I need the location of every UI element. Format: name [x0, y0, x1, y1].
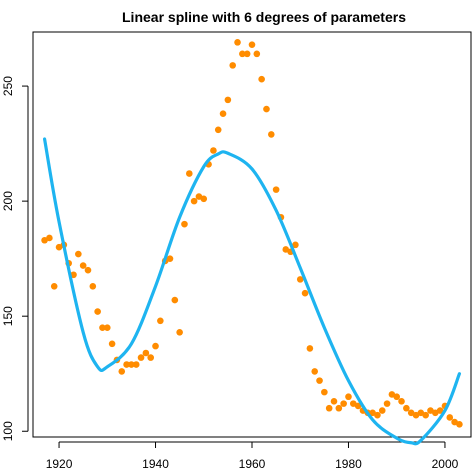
- data-point: [108, 340, 116, 348]
- data-point: [103, 324, 111, 331]
- data-point: [330, 398, 338, 405]
- data-point: [166, 255, 174, 262]
- data-point: [219, 110, 227, 117]
- x-axis: 1920 1940 1960 1980 2000: [46, 441, 459, 471]
- x-tick-label: 1980: [335, 457, 362, 471]
- data-point: [132, 361, 140, 368]
- data-point: [181, 220, 188, 228]
- data-point: [340, 400, 347, 407]
- y-axis: 100 150 200 250: [1, 76, 29, 441]
- x-tick-label: 1960: [239, 457, 266, 471]
- data-point: [99, 324, 106, 331]
- data-point: [301, 289, 309, 297]
- data-point: [456, 421, 463, 428]
- data-point: [422, 411, 429, 419]
- y-tick-label: 150: [1, 306, 15, 326]
- data-point: [142, 349, 150, 357]
- data-point: [94, 308, 101, 315]
- data-point: [50, 282, 58, 290]
- data-point: [398, 398, 405, 405]
- data-point: [378, 407, 386, 414]
- data-point: [210, 147, 217, 154]
- data-point: [79, 262, 87, 269]
- plot-area: [32, 31, 472, 438]
- data-point: [248, 41, 256, 48]
- data-point: [190, 197, 198, 205]
- data-point: [393, 393, 401, 401]
- data-point: [157, 317, 164, 325]
- data-point: [171, 296, 179, 304]
- data-point: [123, 361, 130, 368]
- data-point: [234, 39, 241, 46]
- data-point: [147, 354, 155, 361]
- data-point: [403, 404, 410, 412]
- spline-curve-layer: [42, 137, 462, 446]
- data-point: [185, 170, 193, 177]
- data-point: [263, 105, 270, 113]
- data-point: [345, 393, 352, 401]
- data-point: [354, 402, 362, 410]
- data-point: [214, 126, 222, 134]
- data-point: [292, 241, 299, 249]
- data-point: [383, 400, 391, 407]
- data-point: [224, 96, 232, 104]
- data-point: [272, 186, 280, 193]
- data-point: [75, 250, 82, 258]
- data-point: [118, 368, 126, 375]
- x-tick-label: 2000: [432, 457, 459, 471]
- x-tick-label: 1920: [46, 457, 73, 471]
- spline-curve: [42, 137, 462, 446]
- x-tick-label: 1940: [142, 457, 169, 471]
- data-point: [316, 377, 323, 384]
- data-point: [267, 131, 275, 138]
- data-point: [446, 414, 454, 421]
- data-point: [137, 354, 145, 361]
- data-point: [84, 266, 92, 274]
- data-point: [46, 234, 53, 242]
- data-point: [436, 407, 444, 414]
- y-tick-label: 200: [1, 191, 15, 211]
- data-point: [258, 75, 265, 83]
- chart-title: Linear spline with 6 degrees of paramete…: [122, 9, 406, 25]
- data-point: [296, 276, 304, 283]
- data-point: [335, 404, 343, 412]
- data-point: [374, 411, 381, 419]
- data-point: [89, 282, 97, 290]
- data-point: [152, 342, 159, 350]
- data-point: [128, 361, 135, 368]
- data-point: [253, 50, 261, 58]
- data-point: [200, 195, 208, 203]
- data-point: [239, 50, 246, 58]
- data-point: [176, 328, 183, 336]
- data-point: [321, 388, 328, 396]
- y-tick-label: 250: [1, 76, 15, 96]
- data-point: [325, 404, 333, 412]
- data-point: [311, 368, 319, 375]
- data-point: [243, 50, 251, 58]
- data-point: [306, 345, 314, 352]
- data-point: [229, 62, 237, 69]
- y-tick-label: 100: [1, 421, 15, 441]
